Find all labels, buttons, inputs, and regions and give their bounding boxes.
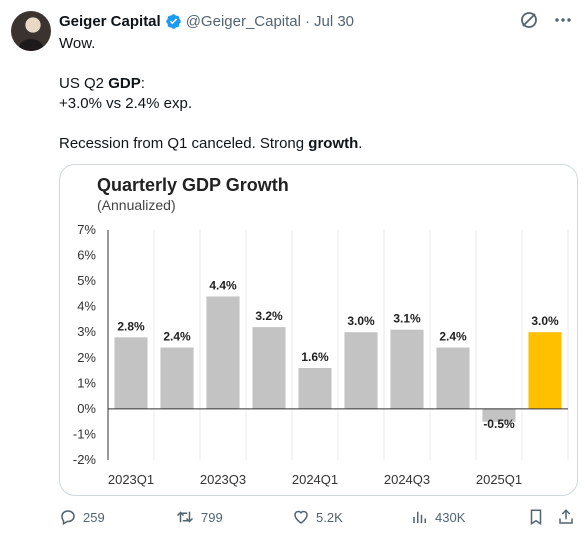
tweet-line-2: US Q2 GDP: [59,74,145,94]
bar-value-label: 2.8% [117,319,145,333]
gdp-bar-chart: 7% 6% 5% 4% 3% 2% 1% 0% -1% -2% 2.8% 2.4% 4.4% 3.2% 1.… [73,222,569,487]
bar [206,296,240,409]
chart-subtitle: (Annualized) [97,197,176,213]
share-button[interactable] [557,508,575,526]
x-tick-label: 2024Q3 [384,472,430,487]
bar [528,332,562,409]
tweet-header: Geiger Capital @Geiger_Capital · Jul 30 [59,11,354,31]
y-tick-label: -2% [73,452,97,467]
repost-button[interactable]: 799 [175,508,223,526]
y-tick-label: -1% [73,426,97,441]
bar-value-label: 4.4% [209,278,237,292]
views-button[interactable]: 430K [411,508,465,526]
text-segment: US Q2 [59,75,109,92]
x-tick-label: 2023Q3 [200,472,246,487]
avatar[interactable] [11,11,51,51]
reply-count: 259 [83,509,105,525]
y-tick-label: 0% [77,401,96,416]
tweet-top-actions [519,10,573,30]
y-tick-label: 4% [77,299,96,314]
grok-icon[interactable] [519,10,539,30]
text-segment: : [140,75,145,92]
tweet-date[interactable]: Jul 30 [314,12,355,30]
text-bold: GDP [108,75,141,92]
x-tick-label: 2023Q1 [108,472,154,487]
share-icon [559,509,573,524]
verified-badge-icon [165,13,181,29]
views-icon [413,511,426,523]
tweet-line-3: +3.0% vs 2.4% exp. [59,95,192,112]
y-tick-label: 1% [77,375,96,390]
y-tick-label: 3% [77,324,96,339]
y-tick-label: 7% [77,222,96,237]
bar [252,327,286,409]
y-tick-label: 2% [77,350,96,365]
y-tick-label: 5% [77,273,96,288]
tweet-actions-bar: 259 799 5.2K 430K [59,508,575,532]
author-handle[interactable]: @Geiger_Capital [185,12,301,30]
text-bold: growth [308,135,359,152]
chart-title: Quarterly GDP Growth [97,175,289,195]
author-name[interactable]: Geiger Capital [59,12,161,30]
text-segment: . [358,135,363,152]
bookmark-icon [530,509,542,526]
bar [298,368,332,409]
chart-image-card[interactable]: Quarterly GDP Growth (Annualized) 7% 6% 5%… [59,164,578,496]
like-icon [294,510,308,524]
tweet-line-4: Recession from Q1 canceled. Strong growt… [59,134,362,154]
x-tick-label: 2024Q1 [292,472,338,487]
separator-dot: · [305,12,310,30]
bar-value-label: 3.0% [531,314,559,328]
y-tick-label: 6% [77,248,96,263]
bar [436,347,470,409]
bar [390,329,424,409]
more-icon[interactable] [553,10,573,30]
reply-icon [61,510,75,526]
text-segment: Recession from Q1 canceled. Strong [59,135,309,152]
bar-value-label: 3.1% [393,312,421,326]
bar-value-label: 1.6% [301,350,329,364]
bookmark-button[interactable] [527,508,545,526]
repost-count: 799 [201,509,223,525]
repost-icon [176,511,194,523]
bar-value-label: 2.4% [163,330,191,344]
bar-value-label: -0.5% [483,417,515,431]
x-tick-label: 2025Q1 [476,472,522,487]
bar [344,332,378,409]
like-button[interactable]: 5.2K [292,508,343,526]
views-count: 430K [435,509,466,525]
bar-value-label: 2.4% [439,330,467,344]
bar-value-label: 3.2% [255,309,283,323]
bar [160,347,194,409]
bar [482,408,516,422]
tweet-line-1: Wow. [59,35,96,52]
reply-button[interactable]: 259 [59,508,105,526]
bar [114,337,148,409]
bar-value-label: 3.0% [347,314,375,328]
like-count: 5.2K [316,509,343,525]
